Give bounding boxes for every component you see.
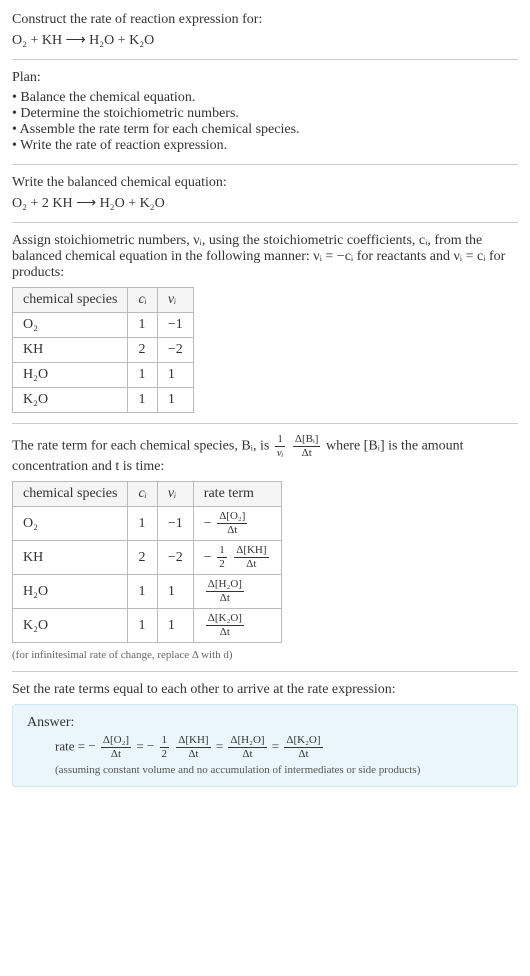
cell: KH: [13, 541, 128, 575]
balanced-equation: O₂ + 2 KH ⟶ H₂O + K₂O: [12, 195, 518, 212]
cell: − 12 Δ[KH]Δt: [193, 541, 281, 575]
divider: [12, 222, 518, 223]
cell: O₂: [13, 507, 128, 541]
cell: 2: [128, 541, 157, 575]
final-heading: Set the rate terms equal to each other t…: [12, 682, 518, 698]
cell: 1: [157, 363, 193, 388]
col-species: chemical species: [13, 288, 128, 313]
frac-dBi-dt: Δ[Bᵢ]Δt: [293, 434, 321, 459]
cell: 1: [128, 313, 157, 338]
table-row: H₂O11Δ[H₂O]Δt: [13, 575, 282, 609]
plan-item: Determine the stoichiometric numbers.: [12, 106, 518, 122]
answer-label: Answer:: [27, 715, 503, 731]
stoich-text: Assign stoichiometric numbers, νᵢ, using…: [12, 233, 518, 281]
table-header-row: chemical species cᵢ νᵢ: [13, 288, 194, 313]
plan-item: Write the rate of reaction expression.: [12, 138, 518, 154]
intro: Construct the rate of reaction expressio…: [12, 12, 518, 49]
stoich-table: chemical species cᵢ νᵢ O₂1−1 KH2−2 H₂O11…: [12, 287, 194, 413]
stoich-section: Assign stoichiometric numbers, νᵢ, using…: [12, 233, 518, 413]
cell: 1: [128, 575, 157, 609]
divider: [12, 59, 518, 60]
final-section: Set the rate terms equal to each other t…: [12, 682, 518, 787]
answer-box: Answer: rate = − Δ[O₂]Δt = − 12 Δ[KH]Δt …: [12, 704, 518, 787]
divider: [12, 164, 518, 165]
col-vi: νᵢ: [157, 288, 193, 313]
cell: H₂O: [13, 363, 128, 388]
rateterm-table: chemical species cᵢ νᵢ rate term O₂1−1− …: [12, 481, 282, 643]
cell: 1: [128, 363, 157, 388]
col-species: chemical species: [13, 482, 128, 507]
cell: −2: [157, 541, 193, 575]
cell: 1: [157, 388, 193, 413]
plan-item: Balance the chemical equation.: [12, 90, 518, 106]
intro-equation: O₂ + KH ⟶ H₂O + K₂O: [12, 32, 518, 49]
cell: − Δ[O₂]Δt: [193, 507, 281, 541]
rateterm-footnote: (for infinitesimal rate of change, repla…: [12, 649, 518, 661]
rateterm-text: The rate term for each chemical species,…: [12, 434, 518, 475]
cell: 1: [128, 609, 157, 643]
col-ci: cᵢ: [128, 288, 157, 313]
cell: −2: [157, 338, 193, 363]
cell: 1: [157, 609, 193, 643]
divider: [12, 671, 518, 672]
table-header-row: chemical species cᵢ νᵢ rate term: [13, 482, 282, 507]
rateterm-section: The rate term for each chemical species,…: [12, 434, 518, 661]
cell: Δ[K₂O]Δt: [193, 609, 281, 643]
cell: 1: [128, 507, 157, 541]
cell: Δ[H₂O]Δt: [193, 575, 281, 609]
table-row: K₂O11Δ[K₂O]Δt: [13, 609, 282, 643]
col-rateterm: rate term: [193, 482, 281, 507]
cell: H₂O: [13, 575, 128, 609]
cell: K₂O: [13, 609, 128, 643]
table-row: KH2−2: [13, 338, 194, 363]
cell: O₂: [13, 313, 128, 338]
cell: 2: [128, 338, 157, 363]
rate-expression: rate = − Δ[O₂]Δt = − 12 Δ[KH]Δt = Δ[H₂O]…: [55, 735, 503, 760]
cell: −1: [157, 313, 193, 338]
table-row: K₂O11: [13, 388, 194, 413]
text: The rate term for each chemical species,…: [12, 439, 273, 454]
col-vi: νᵢ: [157, 482, 193, 507]
balanced-section: Write the balanced chemical equation: O₂…: [12, 175, 518, 212]
plan-item: Assemble the rate term for each chemical…: [12, 122, 518, 138]
table-row: O₂1−1: [13, 313, 194, 338]
plan-list: Balance the chemical equation. Determine…: [12, 90, 518, 154]
table-row: O₂1−1− Δ[O₂]Δt: [13, 507, 282, 541]
balanced-heading: Write the balanced chemical equation:: [12, 175, 518, 191]
col-ci: cᵢ: [128, 482, 157, 507]
cell: 1: [128, 388, 157, 413]
cell: −1: [157, 507, 193, 541]
answer-note: (assuming constant volume and no accumul…: [55, 764, 503, 776]
table-row: KH2−2− 12 Δ[KH]Δt: [13, 541, 282, 575]
table-row: H₂O11: [13, 363, 194, 388]
plan-heading: Plan:: [12, 70, 518, 86]
cell: 1: [157, 575, 193, 609]
plan-section: Plan: Balance the chemical equation. Det…: [12, 70, 518, 154]
cell: KH: [13, 338, 128, 363]
intro-line: Construct the rate of reaction expressio…: [12, 12, 518, 28]
divider: [12, 423, 518, 424]
frac-1-over-vi: 1νᵢ: [275, 434, 286, 459]
cell: K₂O: [13, 388, 128, 413]
